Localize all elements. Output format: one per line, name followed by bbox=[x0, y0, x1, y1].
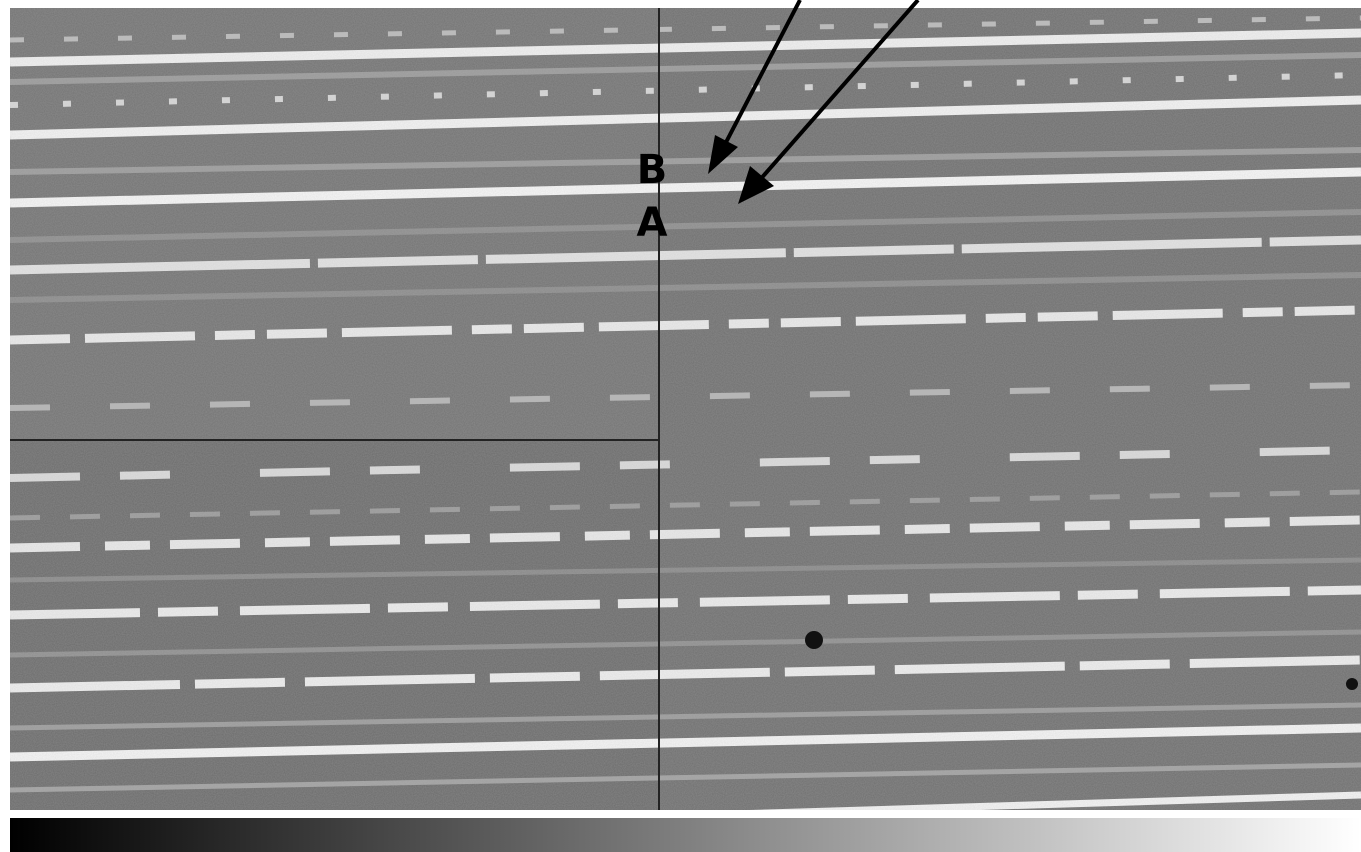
spectrum-figure: B A bbox=[0, 0, 1361, 852]
color-bar bbox=[10, 818, 1361, 852]
label-b: B bbox=[637, 147, 668, 193]
dark-spot bbox=[805, 631, 823, 649]
label-a: A bbox=[637, 200, 668, 246]
ccd-image bbox=[10, 8, 1361, 815]
dark-spot bbox=[1346, 678, 1358, 690]
